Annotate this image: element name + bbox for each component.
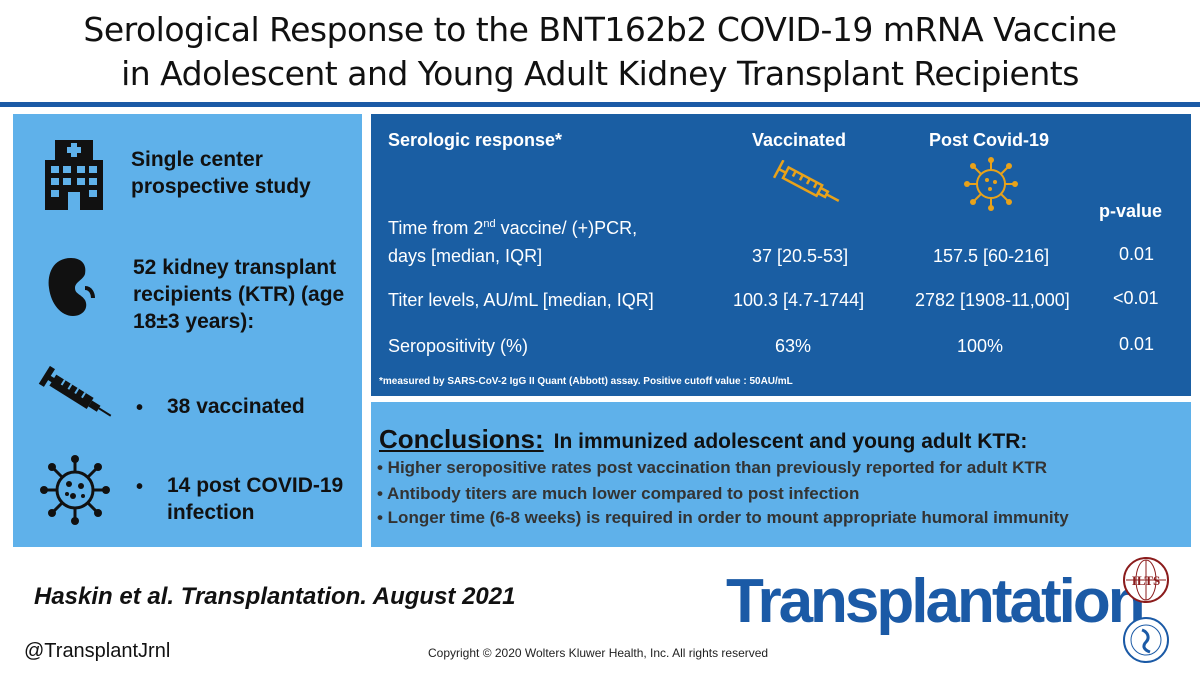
conclusion-item-2: • Antibody titers are much lower compare… (377, 484, 860, 503)
conclusions-panel: Conclusions: In immunized adolescent and … (371, 402, 1191, 547)
header-pvalue: p-value (1099, 201, 1163, 221)
syringe-icon-left (38, 366, 112, 417)
results-table: Serologic response* Vaccinated Post Covi… (371, 114, 1191, 396)
row-seropositivity-vaccinated: 63% (775, 336, 812, 356)
row-time-label-1: Time from 2nd vaccine/ (+)PCR, (388, 218, 638, 238)
conclusions-subheading: In immunized adolescent and young adult … (553, 430, 1028, 453)
conclusions-heading: Conclusions: (379, 424, 544, 454)
title-line-1: Serological Response to the BNT162b2 COV… (83, 10, 1117, 49)
conclusions-header: Conclusions: In immunized adolescent and … (379, 424, 1027, 455)
page-title: Serological Response to the BNT162b2 COV… (0, 8, 1200, 96)
row-titer-pvalue: <0.01 (1113, 288, 1159, 308)
row-time-post-covid: 157.5 [60-216] (933, 246, 1050, 266)
hospital-icon (45, 140, 103, 210)
header-post-covid: Post Covid-19 (929, 130, 1050, 150)
header-serologic-response: Serologic response* (388, 130, 563, 150)
table-footnote: *measured by SARS-CoV-2 IgG II Quant (Ab… (379, 376, 793, 387)
journal-logo: Transplantation® (726, 566, 1153, 637)
ilts-logo-text: ILTS (1132, 573, 1160, 588)
participants-text: 52 kidney transplant recipients (KTR) (a… (133, 256, 345, 333)
title-divider (0, 102, 1200, 107)
twitter-handle[interactable]: @TransplantJrnl (24, 640, 171, 662)
row-seropositivity-pvalue: 0.01 (1119, 334, 1155, 354)
kidney-icon (48, 258, 95, 316)
conclusion-item-3: • Longer time (6-8 weeks) is required in… (377, 508, 1069, 527)
row-titer-post-covid: 2782 [1908-11,000] (915, 290, 1070, 310)
virus-icon-left (40, 455, 110, 525)
row-seropositivity-post-covid: 100% (957, 336, 1004, 356)
post-covid-count: 14 post COVID-19 infection (167, 474, 344, 524)
row-titer-label: Titer levels, AU/mL [median, IQR] (388, 290, 654, 310)
transplantation-society-seal (1123, 617, 1169, 663)
row-time-pvalue: 0.01 (1119, 244, 1155, 264)
copyright-notice: Copyright © 2020 Wolters Kluwer Health, … (428, 646, 769, 660)
journal-logo-text: Transplantation (726, 567, 1146, 636)
row-time-label-2: days [median, IQR] (388, 246, 543, 266)
title-line-2: in Adolescent and Young Adult Kidney Tra… (121, 54, 1079, 93)
study-design-text: Single center prospective study (131, 148, 311, 198)
bullet-vaccinated: • (136, 397, 144, 419)
row-seropositivity-label: Seropositivity (%) (388, 336, 529, 356)
ilts-logo: ILTS (1123, 557, 1169, 603)
row-titer-vaccinated: 100.3 [4.7-1744] (733, 290, 865, 310)
row-time-vaccinated: 37 [20.5-53] (752, 246, 849, 266)
study-panel: Single center prospective study 52 kidne… (13, 114, 362, 547)
virus-icon (964, 157, 1018, 211)
header-vaccinated: Vaccinated (752, 130, 847, 150)
syringe-icon (772, 160, 840, 203)
citation: Haskin et al. Transplantation. August 20… (34, 583, 516, 610)
conclusion-item-1: • Higher seropositive rates post vaccina… (377, 458, 1048, 477)
vaccinated-count: 38 vaccinated (167, 395, 305, 418)
bullet-post-covid: • (136, 476, 144, 498)
